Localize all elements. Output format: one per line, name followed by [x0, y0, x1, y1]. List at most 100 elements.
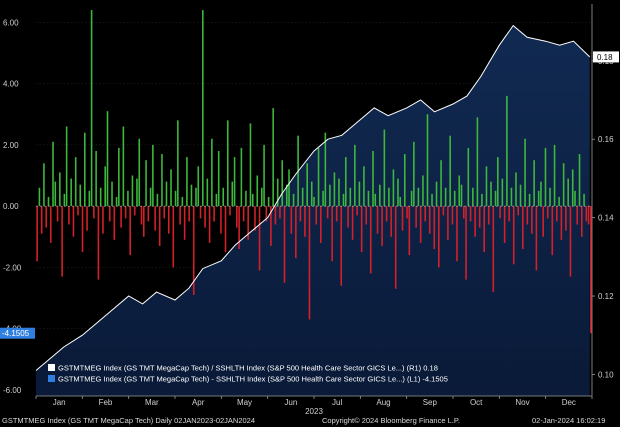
spread-bar-123: [315, 206, 318, 225]
spread-bar-165: [410, 190, 413, 207]
spread-bar-35: [115, 196, 118, 207]
spread-bar-141: [356, 206, 358, 216]
spread-bar-139: [351, 206, 354, 240]
spread-bar-185: [456, 206, 458, 262]
right-tick-label: 0.14: [598, 214, 614, 223]
spread-bar-150: [376, 206, 379, 234]
spread-bar-142: [358, 181, 361, 207]
spread-bar-34: [113, 206, 116, 240]
left-tick-label: 4.00: [3, 80, 19, 89]
spread-bar-206: [503, 206, 506, 243]
spread-bar-148: [372, 151, 374, 207]
spread-bar-21: [84, 132, 86, 207]
spread-bar-46: [140, 206, 143, 225]
spread-bar-220: [535, 206, 538, 271]
spread-bar-92: [245, 190, 247, 207]
spread-bar-19: [79, 184, 82, 207]
last-value-tags: 0.18 -4.1505: [0, 51, 619, 339]
spread-bar-73: [202, 10, 204, 207]
spread-bar-203: [497, 157, 499, 207]
spread-bar-51: [152, 144, 154, 207]
month-label-oct: Oct: [470, 398, 483, 407]
spread-bar-176: [435, 181, 438, 207]
spread-bar-83: [224, 206, 227, 253]
spread-bar-68: [190, 184, 193, 207]
spread-bar-78: [213, 206, 215, 222]
spread-bar-199: [487, 206, 490, 225]
spread-bar-9: [56, 206, 59, 222]
spread-bar-207: [506, 95, 508, 207]
spread-bar-202: [494, 190, 497, 207]
spread-bar-42: [131, 175, 134, 207]
spread-bar-107: [279, 206, 281, 219]
spread-last-tag-bg: [0, 327, 35, 339]
spread-bar-59: [170, 169, 172, 207]
spread-bar-170: [422, 175, 424, 207]
spread-bar-103: [270, 206, 272, 246]
spread-bar-230: [558, 196, 560, 207]
spread-bar-28: [99, 187, 102, 207]
spread-bar-12: [63, 193, 66, 207]
spread-bar-224: [544, 147, 547, 207]
spread-bar-84: [226, 120, 229, 207]
left-tick-label: -6.00: [3, 386, 22, 395]
spread-bar-221: [537, 190, 540, 207]
spread-bar-211: [515, 172, 517, 207]
spread-bar-71: [197, 166, 200, 207]
spread-bar-239: [578, 154, 581, 207]
spread-bar-40: [127, 190, 129, 207]
month-label-jul: Jul: [332, 398, 342, 407]
spread-bar-1: [38, 187, 41, 207]
month-label-mar: Mar: [145, 398, 159, 407]
spread-bar-194: [476, 117, 479, 207]
spread-bar-205: [501, 178, 504, 207]
spread-bar-114: [295, 206, 297, 259]
spread-bar-54: [158, 206, 161, 246]
ratio-last-tag: 0.18: [597, 53, 613, 62]
spread-bar-117: [301, 187, 304, 207]
spread-bar-124: [317, 147, 320, 207]
spread-bar-6: [49, 206, 52, 243]
left-tick-label: 2.00: [3, 141, 19, 150]
spread-bar-238: [576, 206, 579, 225]
spread-bar-154: [385, 206, 388, 222]
spread-bar-102: [267, 196, 270, 207]
spread-bar-99: [261, 187, 263, 207]
spread-bar-96: [254, 206, 256, 231]
spread-bar-49: [147, 206, 150, 222]
ratio-line-path: [35, 24, 591, 371]
spread-bar-244: [590, 206, 592, 334]
spread-bar-184: [453, 190, 456, 207]
spread-bar-160: [399, 196, 402, 207]
spread-bar-44: [136, 178, 138, 207]
spread-bar-26: [95, 151, 97, 207]
spread-bar-16: [72, 206, 75, 237]
spread-bar-166: [413, 141, 415, 207]
spread-bar-181: [447, 206, 449, 240]
spread-bar-61: [174, 190, 177, 207]
spread-bar-164: [408, 206, 411, 256]
spread-bar-22: [86, 206, 88, 231]
spread-bar-180: [444, 187, 447, 207]
month-label-apr: Apr: [192, 398, 205, 407]
spread-bar-146: [367, 190, 370, 207]
spread-bar-240: [580, 206, 583, 237]
spread-bar-140: [354, 144, 356, 207]
right-axis: 0.10 0.12 0.14 0.16 0.18: [591, 4, 614, 396]
spread-bar-74: [204, 206, 206, 228]
spread-bar-4: [45, 206, 48, 228]
spread-bar-168: [417, 187, 420, 207]
x-axis: Jan Feb Mar Apr May Jun Jul Aug Sep Oct Nov Dec 2023: [35, 395, 593, 416]
ratio-last-tag-bg: [593, 51, 619, 63]
spread-bar-173: [428, 206, 431, 234]
spread-bar-87: [233, 157, 236, 207]
spread-bar-15: [70, 178, 72, 207]
spread-bar-189: [465, 206, 467, 280]
spread-bar-8: [54, 181, 57, 207]
spread-bar-110: [285, 184, 288, 207]
spread-bar-182: [449, 135, 451, 207]
spread-bar-145: [365, 206, 367, 225]
spread-bar-143: [360, 206, 363, 253]
spread-bar-212: [517, 206, 520, 216]
